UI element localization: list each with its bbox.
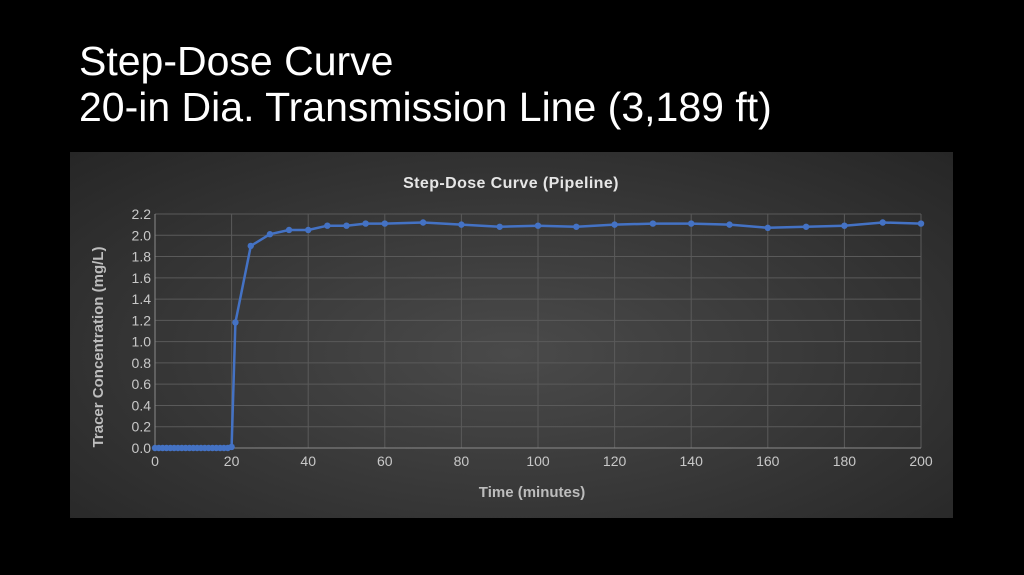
x-tick-label: 20 xyxy=(224,453,240,469)
chart-title: Step-Dose Curve (Pipeline) xyxy=(403,175,619,192)
data-point xyxy=(649,220,657,227)
data-point xyxy=(232,319,239,326)
y-tick-labels: 0.0 0.2 0.4 0.6 0.8 1.0 1.2 1.4 1.6 1.8 2.0 2.2 xyxy=(132,206,152,456)
gridlines xyxy=(154,213,922,449)
x-tick-label: 0 xyxy=(151,453,159,469)
data-point xyxy=(688,220,695,227)
chart-panel: Step-Dose Curve (Pipeline) 0.0 0.2 0.4 0.6 0… xyxy=(70,152,953,518)
x-axis-label: Time (minutes) xyxy=(479,484,585,501)
data-point xyxy=(726,221,733,228)
y-tick-label: 1.0 xyxy=(132,334,152,350)
x-tick-label: 160 xyxy=(756,453,780,469)
data-point xyxy=(285,226,293,234)
data-point xyxy=(573,223,580,230)
y-tick-label: 0.4 xyxy=(132,397,152,413)
slide-title-line-2: 20-in Dia. Transmission Line (3,189 ft) xyxy=(79,84,772,130)
axes xyxy=(154,214,921,449)
slide-title: Step-Dose Curve 20-in Dia. Transmission … xyxy=(79,38,772,130)
data-point xyxy=(247,242,254,250)
x-tick-label: 120 xyxy=(603,453,627,469)
data-point xyxy=(917,220,925,227)
data-point xyxy=(419,219,427,226)
data-point xyxy=(802,223,810,230)
x-tick-labels: 0 20 40 60 80 100 120 140 160 180 200 xyxy=(151,453,933,469)
y-tick-label: 1.4 xyxy=(132,291,152,307)
data-point xyxy=(266,231,274,238)
x-tick-label: 200 xyxy=(909,453,933,469)
y-tick-label: 2.2 xyxy=(132,206,152,222)
data-point xyxy=(879,219,886,226)
data-point xyxy=(305,226,312,234)
y-tick-label: 0.8 xyxy=(132,355,152,371)
y-tick-label: 0.2 xyxy=(132,419,152,435)
data-point xyxy=(228,443,235,451)
step-dose-chart: Step-Dose Curve (Pipeline) 0.00.20.40.60… xyxy=(90,175,933,501)
y-tick-label: 2.0 xyxy=(132,227,152,243)
data-point xyxy=(841,222,848,229)
y-tick-label: 1.6 xyxy=(132,270,152,286)
data-point xyxy=(534,222,542,229)
data-point xyxy=(611,221,618,228)
slide-title-line-1: Step-Dose Curve xyxy=(79,38,394,84)
data-point xyxy=(362,220,369,227)
y-tick-label: 1.2 xyxy=(132,312,152,328)
data-point xyxy=(764,224,771,232)
y-tick-label: 0.6 xyxy=(132,376,152,392)
data-point xyxy=(343,222,350,229)
data-point xyxy=(496,223,503,230)
x-tick-label: 80 xyxy=(454,453,470,469)
y-tick-label: 1.8 xyxy=(132,249,152,265)
data-point xyxy=(324,222,331,229)
y-axis-label: Tracer Concentration (mg/L) xyxy=(90,247,107,448)
data-point xyxy=(458,221,465,228)
data-point xyxy=(381,220,388,227)
x-tick-label: 180 xyxy=(833,453,857,469)
x-tick-label: 40 xyxy=(300,453,316,469)
series-concentration xyxy=(151,219,925,452)
y-tick-label: 0.0 xyxy=(132,440,152,456)
x-tick-label: 60 xyxy=(377,453,393,469)
x-tick-label: 140 xyxy=(680,453,704,469)
x-tick-label: 100 xyxy=(526,453,550,469)
